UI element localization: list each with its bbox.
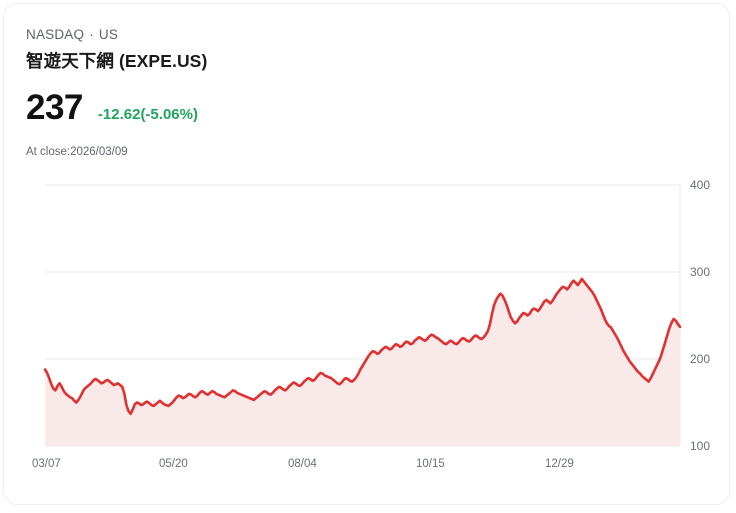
exchange-region-line: NASDAQ · US bbox=[26, 27, 118, 42]
y-axis-label-100: 100 bbox=[690, 439, 711, 453]
region-code: US bbox=[98, 27, 119, 42]
stock-quote-card: NASDAQ · US 智遊天下網 (EXPE.US) 237 -12.62(-5.… bbox=[3, 3, 730, 505]
separator-dot: · bbox=[89, 27, 94, 42]
current-price: 237 bbox=[26, 88, 83, 127]
market-status-note: At close:2026/03/09 bbox=[26, 146, 128, 158]
y-axis-label-300: 300 bbox=[690, 265, 711, 279]
price-line bbox=[43, 277, 682, 416]
price-change: -12.62(-5.06%) bbox=[97, 106, 198, 123]
x-axis-label-3: 10/15 bbox=[416, 458, 445, 470]
price-area-fill bbox=[45, 278, 680, 446]
x-axis-label-4: 12/29 bbox=[545, 458, 574, 470]
price-chart[interactable]: 400 300 200 100 03/07 05/20 08/04 10/15 … bbox=[4, 164, 731, 484]
x-axis-label-0: 03/07 bbox=[32, 458, 61, 470]
x-axis-label-2: 08/04 bbox=[288, 458, 317, 470]
y-axis-label-400: 400 bbox=[690, 178, 711, 192]
price-row: 237 -12.62(-5.06%) bbox=[26, 90, 198, 125]
page-title: 智遊天下網 (EXPE.US) bbox=[26, 51, 208, 71]
price-chart-svg bbox=[43, 184, 682, 447]
x-axis-label-1: 05/20 bbox=[159, 458, 188, 470]
y-axis-label-200: 200 bbox=[690, 352, 711, 366]
exchange-name: NASDAQ bbox=[26, 27, 85, 42]
